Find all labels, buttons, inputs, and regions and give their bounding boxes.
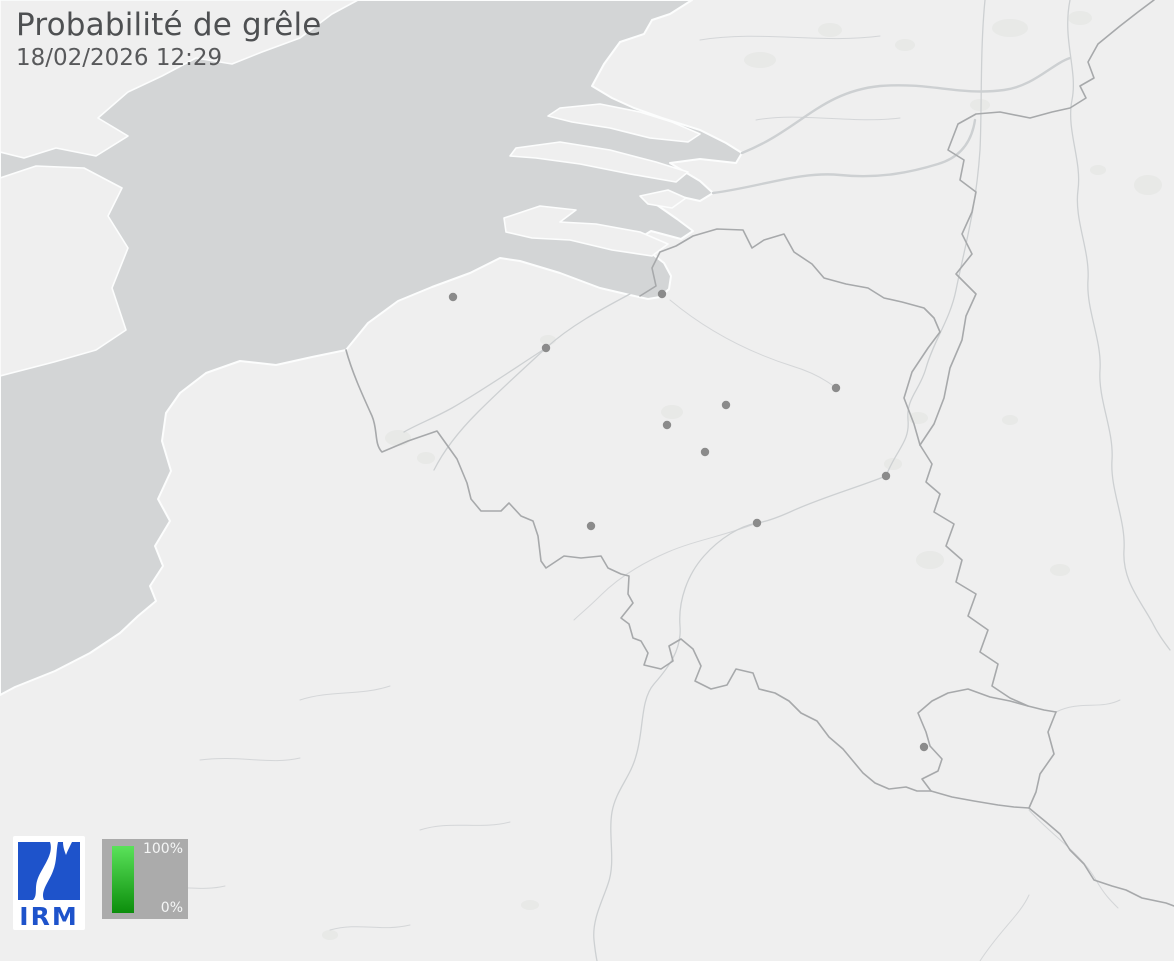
nl-canal-1 — [699, 35, 881, 41]
border-luxembourg-france — [930, 790, 1030, 809]
forecast-datetime: 18/02/2026 12:29 — [16, 44, 223, 71]
city-marker — [657, 289, 667, 299]
fr-river-1 — [299, 685, 391, 701]
legend-gradient-bar — [112, 846, 134, 913]
city-marker — [586, 521, 596, 531]
moselle-tributary — [979, 894, 1030, 961]
city-marker — [881, 471, 891, 481]
border-belgium-netherlands — [639, 228, 941, 446]
legend-min-label: 0% — [160, 900, 183, 916]
river-maas-nl — [711, 118, 977, 195]
river-meuse-limburg — [885, 0, 986, 477]
border-france-germany — [1028, 807, 1174, 907]
delta-island-tholen — [639, 189, 687, 209]
irm-logo: IRM — [13, 836, 85, 930]
sea-north-sea — [0, 0, 743, 696]
border-belgium-germany — [919, 444, 1057, 713]
page-title: Probabilité de grêle — [16, 7, 322, 43]
city-marker — [662, 420, 672, 430]
delta-island-walcheren — [503, 205, 669, 257]
river-waal — [740, 56, 1072, 155]
border-belgium-luxembourg — [917, 688, 1029, 792]
logo-notch-shape — [63, 842, 72, 855]
river-meuse-be — [593, 475, 887, 961]
river-leie — [403, 347, 547, 433]
de-river-1 — [1055, 699, 1121, 713]
legend-max-label: 100% — [142, 841, 183, 857]
river-sambre — [573, 522, 758, 621]
delta-island-schouwen — [509, 141, 689, 183]
city-marker — [700, 447, 710, 457]
albert-canal — [669, 299, 837, 389]
city-marker — [831, 383, 841, 393]
delta-island-goeree — [547, 103, 701, 143]
river-rhine — [1067, 0, 1171, 651]
border-netherlands-germany — [919, 0, 1155, 446]
england-essex-coast — [0, 0, 359, 159]
border-luxembourg-germany — [1028, 711, 1057, 809]
logo-wave-shape — [33, 842, 58, 900]
river-scheldt — [433, 293, 631, 471]
city-marker — [721, 400, 731, 410]
probability-legend: 100% 0% — [102, 839, 188, 919]
city-marker — [919, 742, 929, 752]
england-kent-coast — [0, 165, 129, 377]
fr-river-2 — [199, 757, 301, 762]
logo-text: IRM — [19, 902, 78, 930]
map-header: Probabilité de grêle 18/02/2026 12:29 — [16, 7, 322, 71]
nl-canal-2 — [755, 116, 901, 121]
city-marker — [448, 292, 458, 302]
city-marker — [752, 518, 762, 528]
fr-river-4 — [329, 924, 411, 931]
border-france-belgium — [345, 349, 932, 792]
fr-river-3 — [419, 821, 511, 831]
city-markers-layer — [448, 289, 929, 752]
city-marker — [541, 343, 551, 353]
rivers-layer — [149, 0, 1171, 961]
country-borders — [345, 0, 1174, 907]
